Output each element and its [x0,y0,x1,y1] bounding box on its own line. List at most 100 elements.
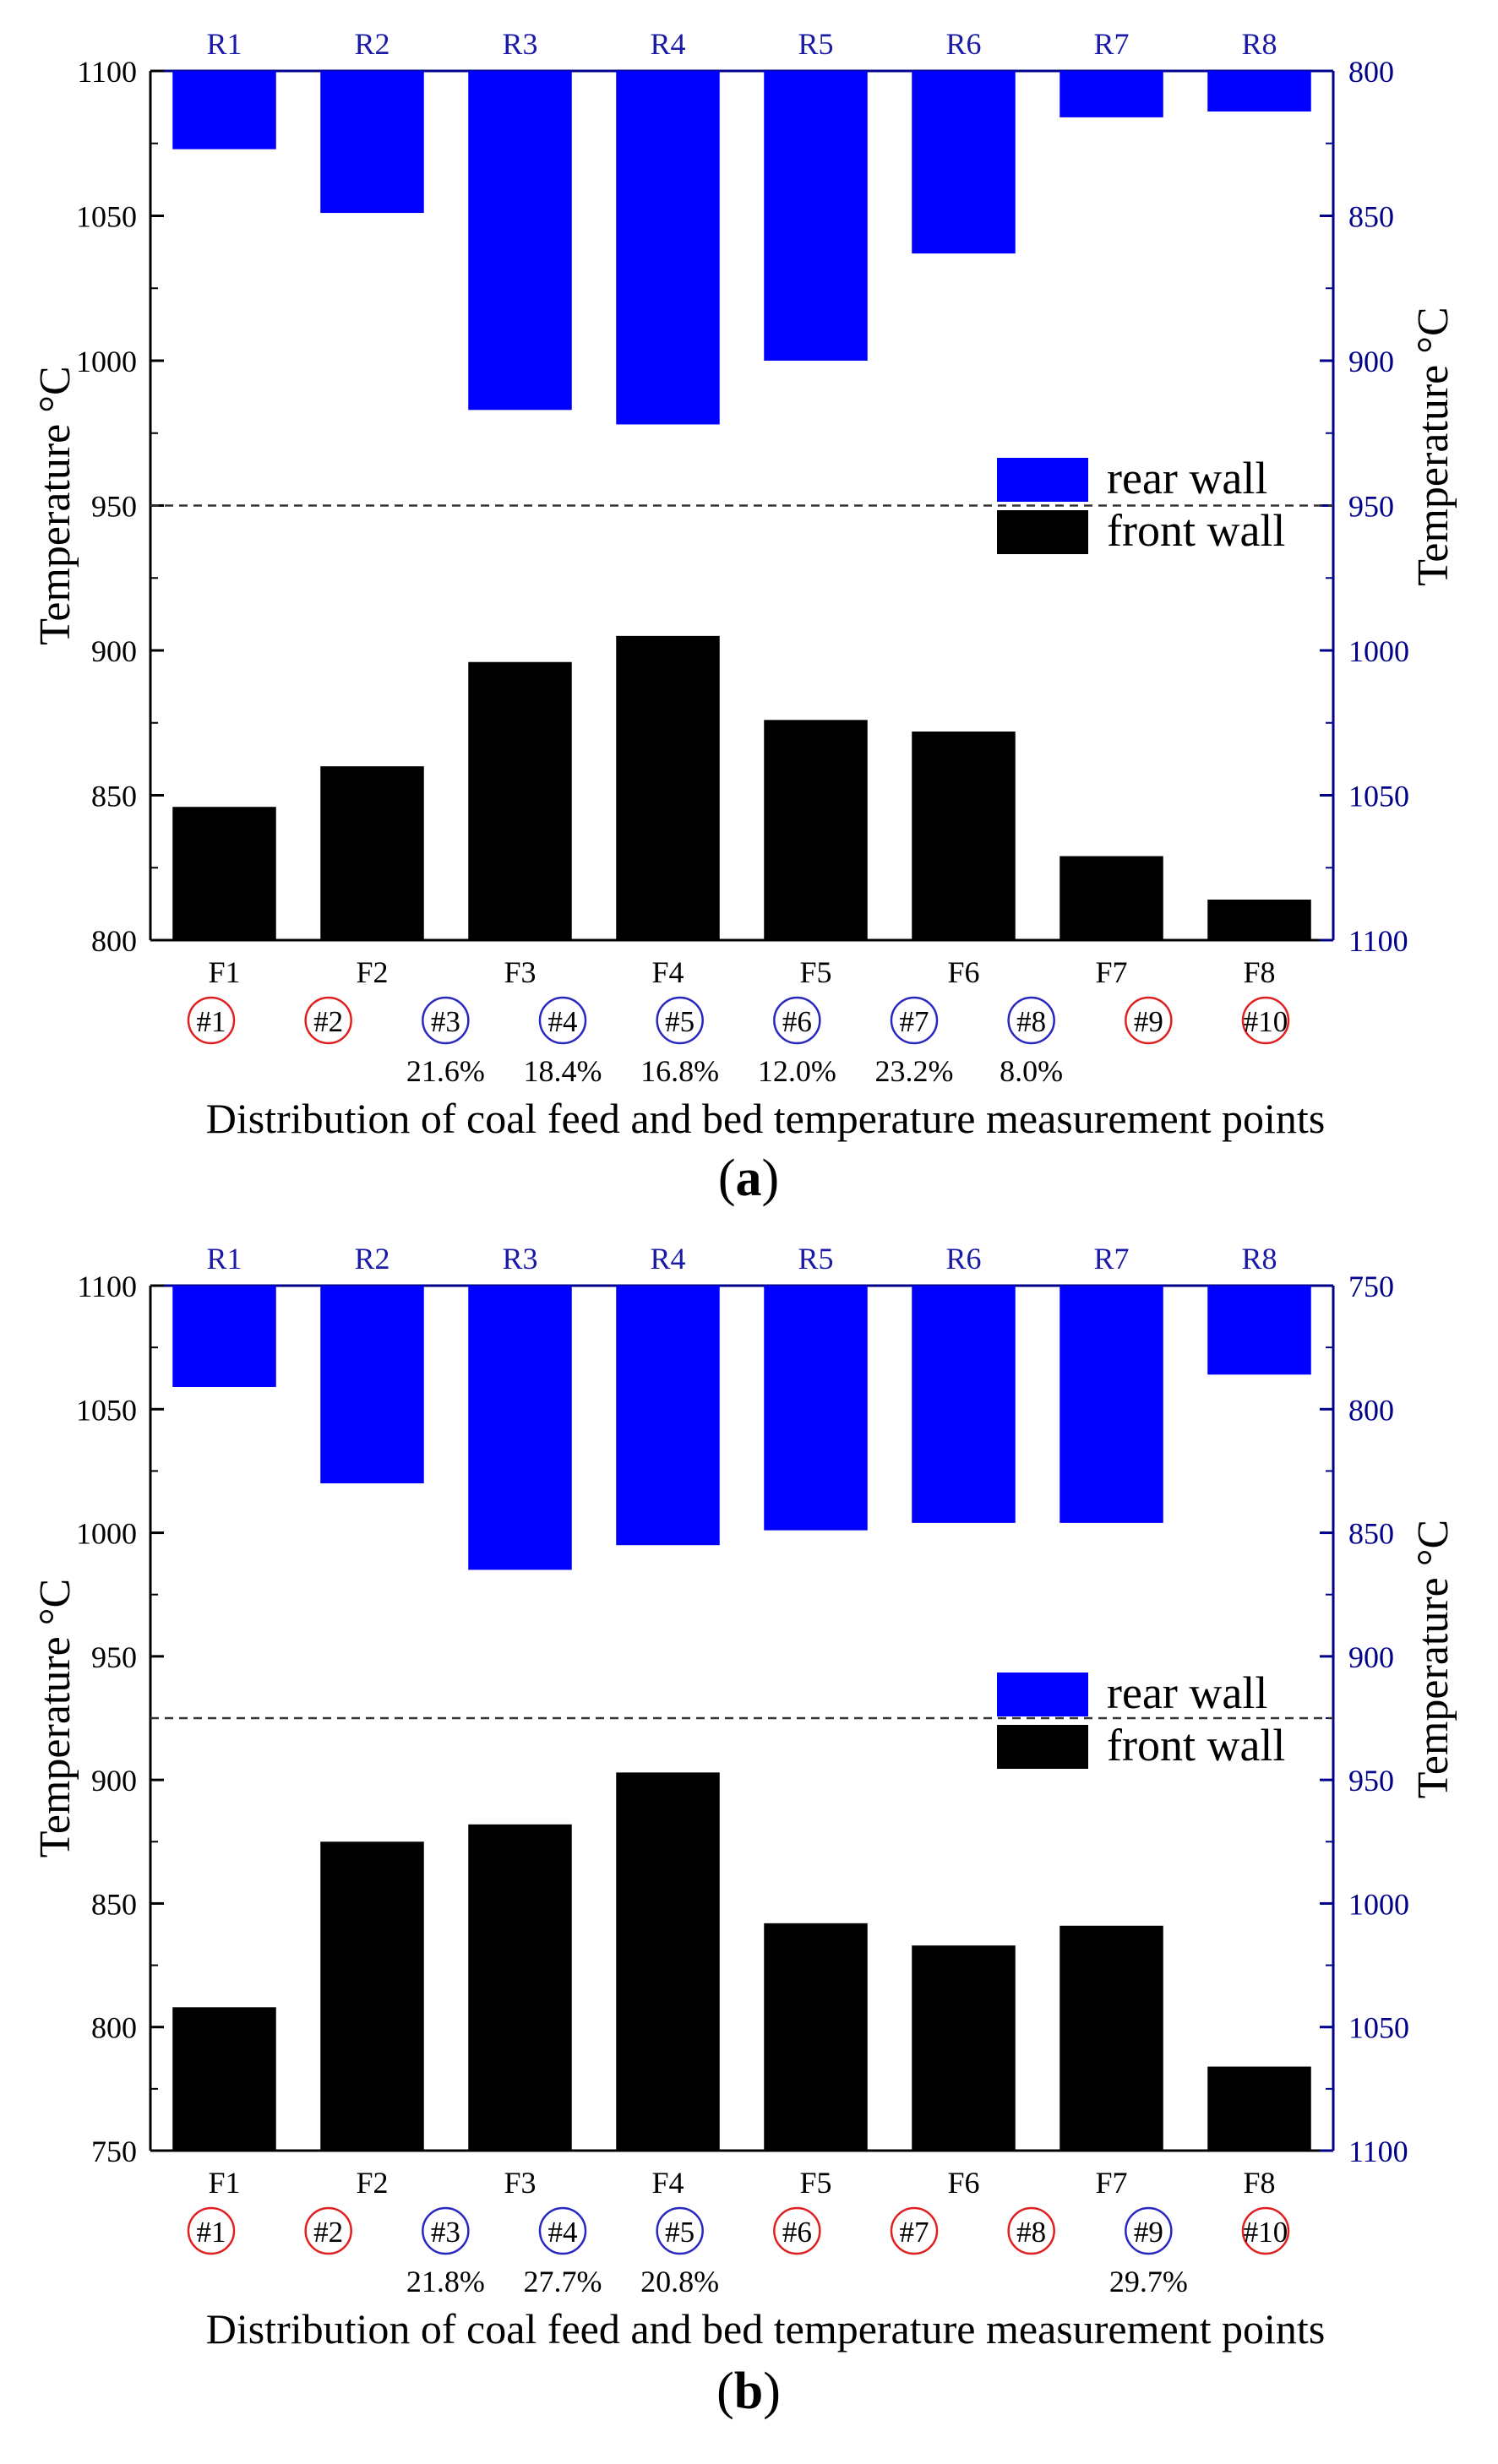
rear-wall-bar [1059,1286,1163,1523]
legend-label-front: front wall [1107,505,1285,556]
top-category-label: R3 [502,27,537,61]
top-category-label: R6 [945,27,981,61]
feed-point-percentage: 21.6% [406,1054,485,1088]
rear-wall-bar [616,71,720,425]
feed-point-label: #4 [548,1005,578,1038]
feed-point-circle [1241,2206,1290,2255]
bottom-category-label: F8 [1243,955,1275,989]
front-wall-bar [172,2007,276,2151]
left-tick-label: 1100 [77,55,137,89]
bottom-category-label: F5 [799,2166,831,2200]
feed-point-percentage: 12.0% [758,1054,836,1088]
bottom-category-label: F1 [208,955,240,989]
left-tick-label: 950 [91,490,137,524]
feed-point-label: #8 [1016,1005,1046,1038]
left-tick-label: 850 [91,1887,137,1921]
rear-wall-bar [912,71,1016,254]
feed-point-label: #9 [1134,1005,1163,1038]
legend-label-front: front wall [1107,1720,1285,1770]
feed-point-circle [890,996,939,1045]
feed-point-percentage: 18.4% [524,1054,602,1088]
left-tick-label: 1000 [76,1517,137,1551]
rear-wall-bar [912,1286,1016,1523]
front-wall-bar [320,1841,424,2151]
bottom-category-label: F3 [504,2166,536,2200]
front-wall-bar [468,661,572,940]
feed-point-circle [1241,996,1290,1045]
bottom-category-label: F8 [1243,2166,1275,2200]
front-wall-bar [912,732,1016,940]
front-wall-bar [1059,1925,1163,2151]
front-wall-bar [468,1824,572,2151]
rear-wall-bar [320,71,424,214]
panel-label-paren: ( [718,1150,736,1207]
x-axis-title: Distribution of coal feed and bed temper… [206,2305,1326,2352]
panel-label: (a) [718,1150,779,1207]
rear-wall-bar [1059,71,1163,117]
front-wall-bar [172,807,276,940]
right-tick-label: 1050 [1348,2011,1409,2045]
rear-wall-bar [172,1286,276,1387]
front-wall-bar [764,1923,868,2151]
front-wall-bar [1207,2066,1311,2151]
feed-point-circle [656,2206,704,2255]
right-tick-label: 1100 [1348,2135,1408,2168]
panel-label-paren: ( [716,2363,734,2420]
feed-point-circle [538,2206,587,2255]
left-tick-label: 1050 [76,1393,137,1427]
bottom-category-label: F3 [504,955,536,989]
top-category-label: R7 [1093,27,1129,61]
left-tick-label: 950 [91,1640,137,1674]
feed-point-circle [773,996,821,1045]
top-category-label: R8 [1241,27,1277,61]
feed-point-label: #1 [197,2216,226,2249]
right-tick-label: 850 [1348,200,1394,234]
feed-point-label: #2 [313,2216,343,2249]
front-wall-bar [616,1772,720,2151]
feed-point-label: #3 [431,2216,460,2249]
feed-point-percentage: 27.7% [524,2265,602,2298]
feed-point-circle [773,2206,821,2255]
legend-swatch-front [997,1725,1088,1769]
bottom-category-label: F2 [356,2166,388,2200]
top-category-label: R5 [798,27,833,61]
feed-point-label: #10 [1244,2216,1288,2249]
x-axis-title: Distribution of coal feed and bed temper… [206,1095,1326,1142]
rear-wall-bar [616,1286,720,1546]
rear-wall-bar [172,71,276,150]
rear-wall-bar [1207,71,1311,112]
front-wall-bar [1059,856,1163,940]
legend-label-rear: rear wall [1107,453,1267,503]
feed-point-label: #7 [900,2216,929,2249]
top-category-label: R6 [945,1242,981,1276]
feed-point-circle [1125,2206,1173,2255]
right-tick-label: 900 [1348,345,1394,378]
feed-point-label: #5 [665,1005,695,1038]
right-tick-label: 1000 [1348,634,1409,668]
rear-wall-bar [320,1286,424,1484]
left-tick-label: 800 [91,924,137,958]
rear-wall-bar [468,1286,572,1570]
right-axis-title: Temperature °C [1409,307,1457,585]
rear-wall-bar [468,71,572,411]
legend-swatch-rear [997,458,1088,502]
feed-point-label: #2 [313,1005,343,1038]
left-tick-label: 750 [91,2135,137,2168]
panel-label-letter: b [734,2363,763,2420]
right-tick-label: 950 [1348,1764,1394,1798]
right-tick-label: 800 [1348,55,1394,89]
feed-point-percentage: 21.8% [406,2265,485,2298]
top-category-label: R2 [354,1242,389,1276]
chart-panel-a: 800 850 900 950 1000 1050 1100 800 850 900 950 1000… [31,27,1457,1207]
feed-point-circle [422,996,470,1045]
top-category-label: R4 [650,27,685,61]
panel-label-paren: ) [763,2363,781,2420]
feed-point-percentage: 23.2% [875,1054,954,1088]
top-category-label: R8 [1241,1242,1277,1276]
feed-point-percentage: 20.8% [640,2265,719,2298]
feed-point-circle [304,996,352,1045]
feed-point-label: #1 [197,1005,226,1038]
right-tick-label: 800 [1348,1393,1394,1427]
left-tick-label: 900 [91,1764,137,1798]
